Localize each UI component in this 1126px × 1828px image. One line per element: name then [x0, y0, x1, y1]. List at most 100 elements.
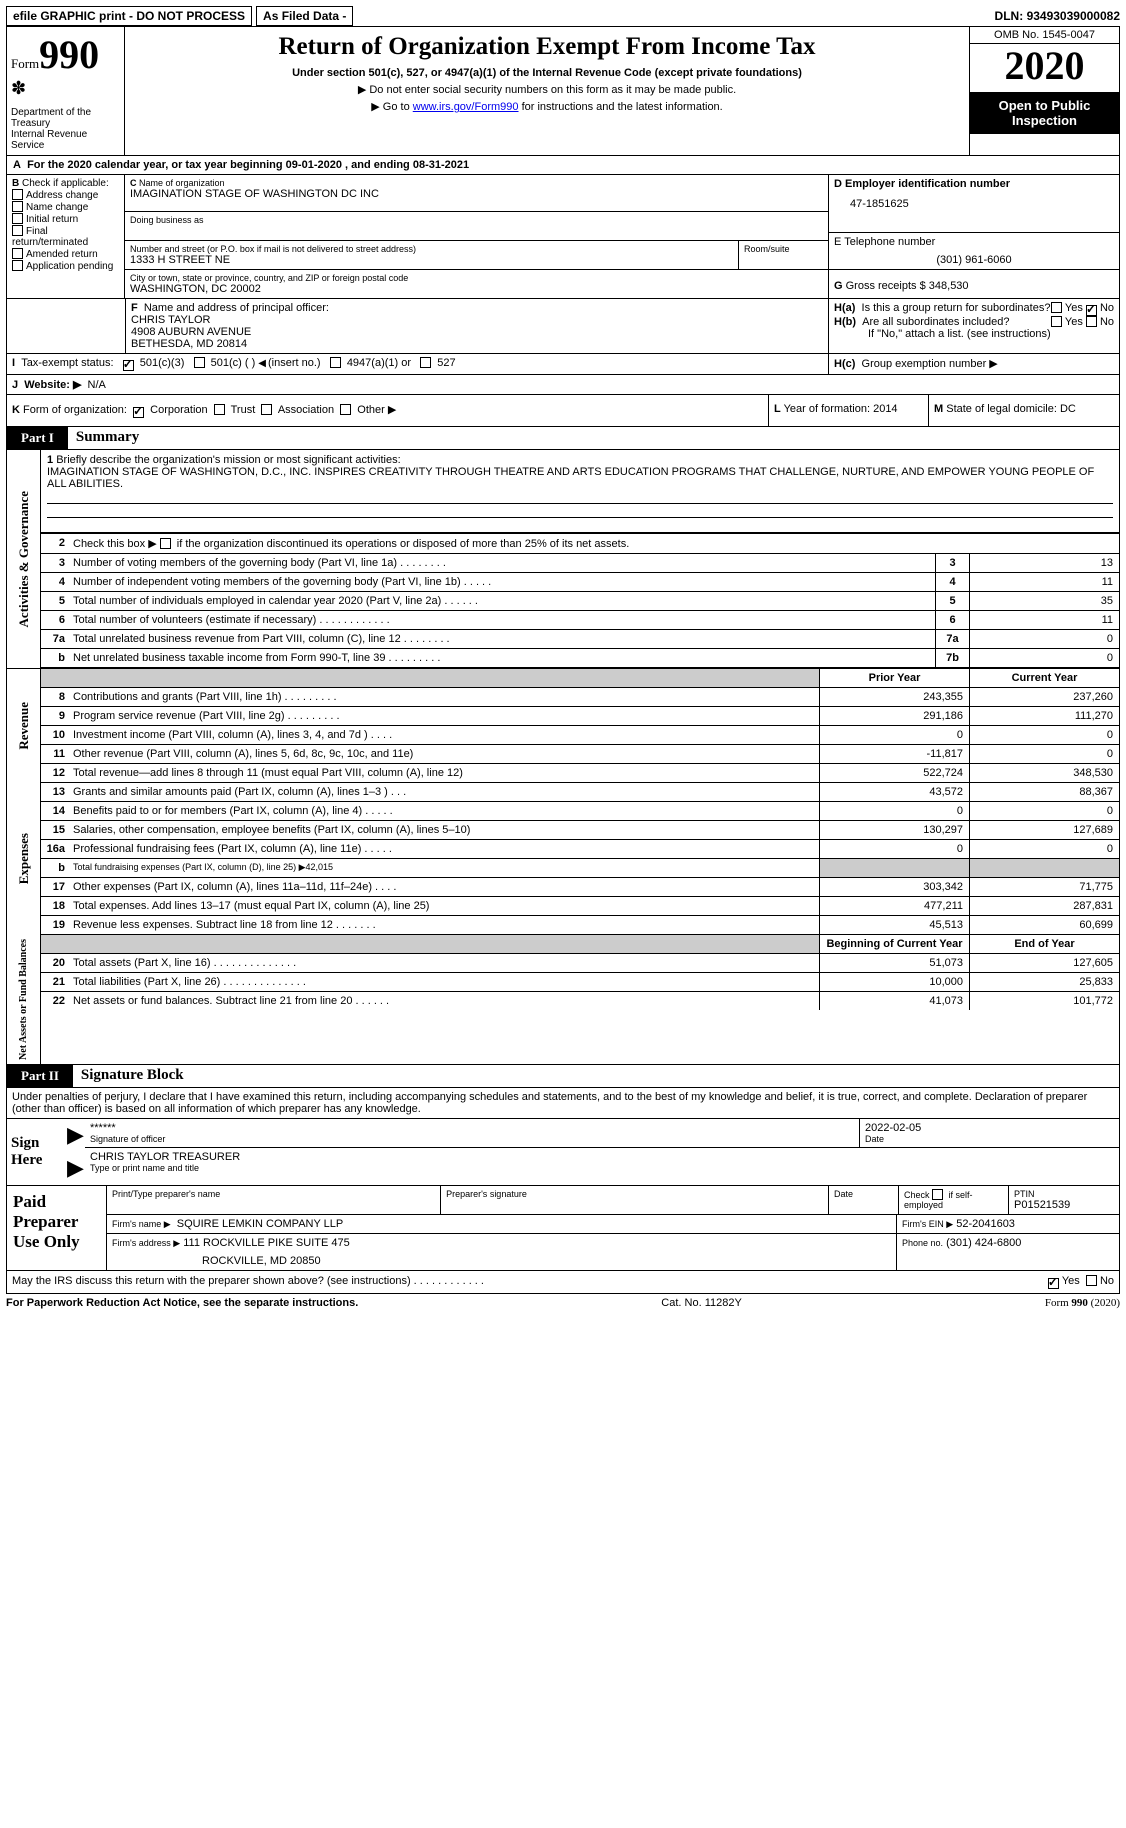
table-row: 3Number of voting members of the governi… — [41, 554, 1119, 573]
dept-treasury: Department of the Treasury — [11, 107, 120, 129]
form-subtitle: Under section 501(c), 527, or 4947(a)(1)… — [133, 67, 961, 79]
ein-value: 47-1851625 — [834, 190, 1114, 210]
box-c: C Name of organization IMAGINATION STAGE… — [125, 175, 829, 298]
boxb-checkbox[interactable] — [12, 248, 23, 259]
table-row: 6Total number of volunteers (estimate if… — [41, 611, 1119, 630]
part1-tab: Part I — [7, 427, 68, 449]
table-row: 11Other revenue (Part VIII, column (A), … — [41, 745, 1119, 764]
table-row: 15Salaries, other compensation, employee… — [41, 821, 1119, 840]
part1-header: Part I Summary — [6, 427, 1120, 450]
boxb-checkbox[interactable] — [12, 201, 23, 212]
table-row: 19Revenue less expenses. Subtract line 1… — [41, 916, 1119, 935]
table-row: 20Total assets (Part X, line 16) . . . .… — [41, 954, 1119, 973]
table-row: 7aTotal unrelated business revenue from … — [41, 630, 1119, 649]
boxb-checkbox[interactable] — [12, 225, 23, 236]
officer-addr1: 4908 AUBURN AVENUE — [131, 326, 823, 338]
line-a: A For the 2020 calendar year, or tax yea… — [6, 156, 1120, 175]
governance-label: Activities & Governance — [14, 487, 34, 631]
hb-yes-checkbox[interactable] — [1051, 316, 1062, 327]
header-left: Form990 ✽ Department of the Treasury Int… — [7, 27, 125, 155]
discuss-yes-checkbox[interactable] — [1048, 1278, 1059, 1289]
current-year-header: Current Year — [969, 669, 1119, 687]
form-note2: ▶ Go to www.irs.gov/Form990 for instruct… — [133, 100, 961, 113]
firm-ein: 52-2041603 — [956, 1218, 1015, 1230]
assoc-checkbox[interactable] — [261, 404, 272, 415]
irs-link[interactable]: www.irs.gov/Form990 — [413, 101, 519, 113]
box-i: I Tax-exempt status: 501(c)(3) 501(c) ( … — [7, 354, 829, 374]
box-k: K Form of organization: Corporation Trus… — [7, 395, 769, 426]
table-row: 13Grants and similar amounts paid (Part … — [41, 783, 1119, 802]
firm-addr2: ROCKVILLE, MD 20850 — [112, 1249, 891, 1267]
boxb-checkbox[interactable] — [12, 189, 23, 200]
box-h: H(a) Is this a group return for subordin… — [829, 299, 1119, 353]
firm-name: SQUIRE LEMKIN COMPANY LLP — [177, 1218, 343, 1230]
form-note1: ▶ Do not enter social security numbers o… — [133, 83, 961, 96]
501c-checkbox[interactable] — [194, 357, 205, 368]
hb-no-checkbox[interactable] — [1086, 316, 1097, 327]
dba-value — [130, 225, 823, 237]
boxb-checkbox[interactable] — [12, 260, 23, 271]
governance-section: Activities & Governance 1 Briefly descri… — [6, 450, 1120, 668]
discuss-no-checkbox[interactable] — [1086, 1275, 1097, 1286]
527-checkbox[interactable] — [420, 357, 431, 368]
box-m: M State of legal domicile: DC — [929, 395, 1119, 426]
part2-title: Signature Block — [73, 1065, 192, 1087]
discontinued-checkbox[interactable] — [160, 538, 171, 549]
signature-date: 2022-02-05 — [865, 1122, 1114, 1134]
header-right: OMB No. 1545-0047 2020 Open to Public In… — [969, 27, 1119, 155]
table-row: 9Program service revenue (Part VIII, lin… — [41, 707, 1119, 726]
table-row: 12Total revenue—add lines 8 through 11 (… — [41, 764, 1119, 783]
4947-checkbox[interactable] — [330, 357, 341, 368]
paid-preparer-label: Paid Preparer Use Only — [7, 1186, 107, 1270]
ha-yes-checkbox[interactable] — [1051, 302, 1062, 313]
netassets-section: Net Assets or Fund Balances Beginning of… — [6, 935, 1120, 1065]
box-j: J Website: ▶ N/A — [7, 375, 1119, 394]
ha-no-checkbox[interactable] — [1086, 305, 1097, 316]
begin-year-header: Beginning of Current Year — [819, 935, 969, 953]
website-value: N/A — [88, 379, 106, 391]
table-row: 17Other expenses (Part IX, column (A), l… — [41, 878, 1119, 897]
irs-label: Internal Revenue Service — [11, 129, 120, 151]
table-row: 5Total number of individuals employed in… — [41, 592, 1119, 611]
self-employed-checkbox[interactable] — [932, 1189, 943, 1200]
section-j: J Website: ▶ N/A — [6, 375, 1120, 395]
omb-number: OMB No. 1545-0047 — [970, 27, 1119, 44]
table-row: 16aProfessional fundraising fees (Part I… — [41, 840, 1119, 859]
trust-checkbox[interactable] — [214, 404, 225, 415]
officer-name-title: CHRIS TAYLOR TREASURER — [90, 1151, 1114, 1163]
firm-phone: (301) 424-6800 — [946, 1237, 1021, 1249]
other-checkbox[interactable] — [340, 404, 351, 415]
section-bcdeg: B Check if applicable: Address changeNam… — [6, 175, 1120, 299]
table-row: 18Total expenses. Add lines 13–17 (must … — [41, 897, 1119, 916]
table-row: 4Number of independent voting members of… — [41, 573, 1119, 592]
paid-preparer-block: Paid Preparer Use Only Print/Type prepar… — [6, 1186, 1120, 1271]
part2-tab: Part II — [7, 1065, 73, 1087]
box-deg: D Employer identification number 47-1851… — [829, 175, 1119, 298]
box-hc: H(c) Group exemption number ▶ — [829, 354, 1119, 374]
arrow-icon: ▶ — [67, 1122, 85, 1148]
dln: DLN: 93493039000082 — [995, 9, 1120, 23]
end-year-header: End of Year — [969, 935, 1119, 953]
ptin-value: P01521539 — [1014, 1199, 1114, 1211]
discuss-row: May the IRS discuss this return with the… — [6, 1271, 1120, 1294]
footer-right: Form 990 (2020) — [1045, 1297, 1120, 1309]
box-b: B Check if applicable: Address changeNam… — [7, 175, 125, 298]
table-row: 8Contributions and grants (Part VIII, li… — [41, 688, 1119, 707]
header-center: Return of Organization Exempt From Incom… — [125, 27, 969, 155]
corp-checkbox[interactable] — [133, 407, 144, 418]
prior-year-header: Prior Year — [819, 669, 969, 687]
table-row: bTotal fundraising expenses (Part IX, co… — [41, 859, 1119, 878]
form-header: Form990 ✽ Department of the Treasury Int… — [6, 26, 1120, 156]
sign-here-block: Sign Here ▶ ▶ ****** Signature of office… — [6, 1119, 1120, 1186]
section-i: I Tax-exempt status: 501(c)(3) 501(c) ( … — [6, 354, 1120, 375]
501c3-checkbox[interactable] — [123, 360, 134, 371]
form-number: Form990 — [11, 31, 120, 78]
table-row: bNet unrelated business taxable income f… — [41, 649, 1119, 668]
footer-center: Cat. No. 11282Y — [358, 1297, 1045, 1309]
street-address: 1333 H STREET NE — [130, 254, 733, 266]
boxb-checkbox[interactable] — [12, 213, 23, 224]
revenue-section: Revenue Prior Year Current Year 8Contrib… — [6, 668, 1120, 783]
section-klm: K Form of organization: Corporation Trus… — [6, 395, 1120, 427]
form-title: Return of Organization Exempt From Incom… — [133, 33, 961, 61]
tax-year: 2020 — [970, 44, 1119, 92]
